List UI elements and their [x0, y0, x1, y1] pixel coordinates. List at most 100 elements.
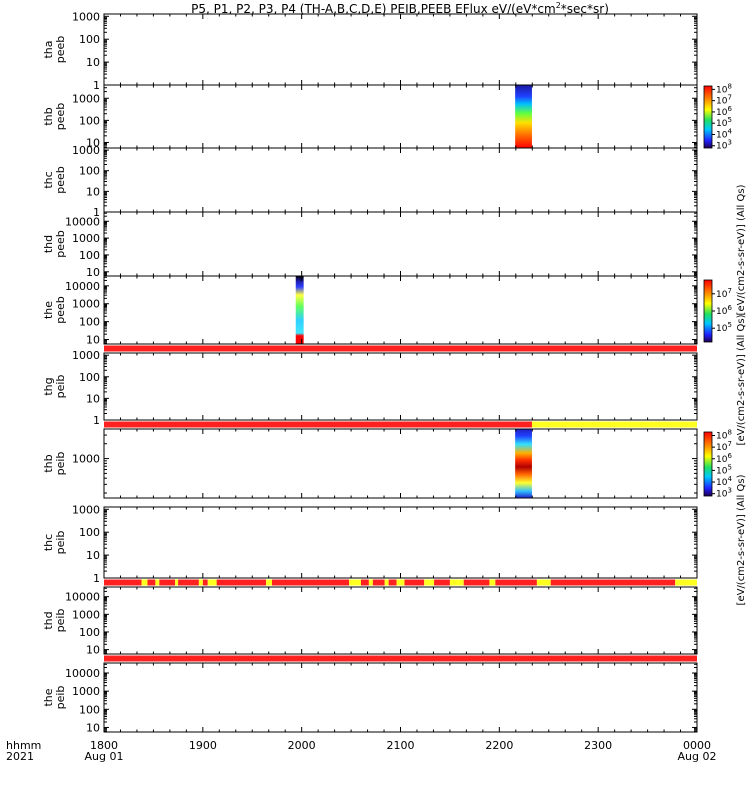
status-bar-segment	[388, 579, 397, 586]
spectrogram-patch	[515, 429, 532, 498]
colorbar: 105 106 107	[703, 279, 732, 343]
panel-tha-peeb: 1 10 100 1000 tha peeb	[42, 10, 698, 92]
panel-frame	[103, 662, 698, 733]
panel-probe-label: thb	[42, 107, 55, 125]
y-tick-label: 10	[86, 56, 100, 69]
status-bar-segment	[536, 579, 551, 586]
panel-probe-label: thc	[42, 534, 55, 551]
y-tick-label: 10000	[65, 215, 100, 228]
y-tick-label: 1	[93, 572, 100, 585]
status-bar-segment	[141, 579, 148, 586]
status-bar-segment	[675, 579, 697, 586]
x-tick-label: 1800	[90, 739, 118, 752]
y-tick-label: 1000	[72, 232, 100, 245]
y-tick-label: 100	[79, 371, 100, 384]
y-tick-label: 10000	[65, 667, 100, 680]
y-tick-label: 100	[79, 316, 100, 329]
panel-frame	[103, 147, 698, 213]
y-tick-label: 10	[86, 136, 100, 149]
x-year-label: 2021	[6, 750, 34, 763]
status-bar-segment	[202, 579, 208, 586]
panel-probe-label: thg	[42, 377, 55, 395]
status-bar-segment	[104, 579, 142, 586]
status-bar-segment	[463, 579, 490, 586]
colorbar-gradient	[703, 431, 713, 497]
panel-instrument-label: peib	[54, 452, 67, 476]
y-tick-label: 10	[86, 185, 100, 198]
colorbar-tick-exponent: 6	[727, 105, 732, 113]
y-tick-label: 100	[79, 165, 100, 178]
panel-instrument-label: peeb	[54, 103, 67, 131]
panel-the-peib: 10 100 1000 10000 the peib	[42, 655, 698, 734]
y-tick-label: 1000	[72, 685, 100, 698]
panel-thb-peib: 1000 thb peib	[42, 421, 698, 499]
y-tick-label: 1	[93, 79, 100, 92]
panel-probe-label: thc	[42, 171, 55, 188]
status-bar-segment	[104, 421, 532, 428]
colorbar-tick-exponent: 4	[727, 475, 732, 483]
y-tick-label: 1000	[72, 92, 100, 105]
panel-thd-peeb: 10 100 1000 10000 thd peeb	[42, 211, 698, 279]
status-bar-segment	[159, 579, 176, 586]
status-bar-segment	[489, 579, 496, 586]
y-tick-label: 10000	[65, 280, 100, 293]
colorbar-tick-exponent: 3	[727, 139, 731, 147]
status-bar-segment	[272, 579, 350, 586]
x-row-label: hhmm	[6, 739, 41, 752]
y-tick-label: 1	[93, 414, 100, 427]
y-tick-label: 10	[86, 721, 100, 734]
x-tick-label: 2000	[288, 739, 316, 752]
colorbar-tick-exponent: 8	[727, 82, 731, 90]
status-bar-segment	[384, 579, 389, 586]
y-tick-label: 1000	[72, 608, 100, 621]
plot-title: P5, P1, P2, P3, P4 (TH-A,B,C,D,E) PEIB,P…	[191, 1, 609, 16]
panel-probe-label: thd	[42, 235, 55, 253]
status-bar-segment	[104, 655, 697, 662]
y-tick-label: 1000	[72, 144, 100, 157]
panel-thc-peeb: 1 10 100 1000 thc peeb	[42, 144, 698, 219]
panel-frame	[103, 428, 698, 499]
x-tick-label: 2200	[485, 739, 513, 752]
panel-instrument-label: peib	[54, 686, 67, 710]
panel-frame	[103, 211, 698, 277]
y-tick-label: 10	[86, 392, 100, 405]
x-tick-label: 2100	[387, 739, 415, 752]
status-bar-segment	[531, 421, 697, 428]
y-tick-label: 10000	[65, 591, 100, 604]
colorbar-tick-label: 107	[716, 287, 732, 300]
spectrogram-patch	[295, 276, 304, 344]
panel-frame	[103, 506, 698, 579]
status-bar-segment	[104, 345, 697, 352]
colorbar-tick-exponent: 7	[727, 287, 731, 295]
status-bar-segment	[207, 579, 217, 586]
y-tick-label: 10	[86, 644, 100, 657]
colorbar-tick-exponent: 5	[727, 463, 731, 471]
colorbar-tick-exponent: 7	[727, 440, 731, 448]
x-date-label: Aug 02	[678, 750, 717, 763]
y-tick-label: 10	[86, 334, 100, 347]
colorbar-tick-label: 103	[716, 487, 732, 500]
status-bar-segment	[155, 579, 160, 586]
status-bar-segment	[178, 579, 199, 586]
colorbar-tick-exponent: 8	[727, 428, 731, 436]
panel-probe-label: thd	[42, 611, 55, 629]
x-tick-label: 1900	[189, 739, 217, 752]
colorbar-tick-exponent: 6	[727, 304, 732, 312]
panel-instrument-label: peeb	[54, 166, 67, 194]
panel-frame	[103, 352, 698, 421]
status-bar-segment	[404, 579, 425, 586]
colorbar-label: [eV/(cm2-s-sr-eV)] (All Qs)	[736, 314, 747, 445]
status-bar-segment	[198, 579, 203, 586]
y-tick-label: 1000	[72, 503, 100, 516]
y-tick-label: 10	[86, 549, 100, 562]
colorbar-tick-exponent: 4	[727, 127, 732, 135]
y-tick-label: 10	[86, 266, 100, 279]
status-bar-segment	[550, 579, 676, 586]
y-tick-label: 100	[79, 249, 100, 262]
panel-instrument-label: peib	[54, 375, 67, 399]
colorbar-gradient	[703, 85, 713, 149]
